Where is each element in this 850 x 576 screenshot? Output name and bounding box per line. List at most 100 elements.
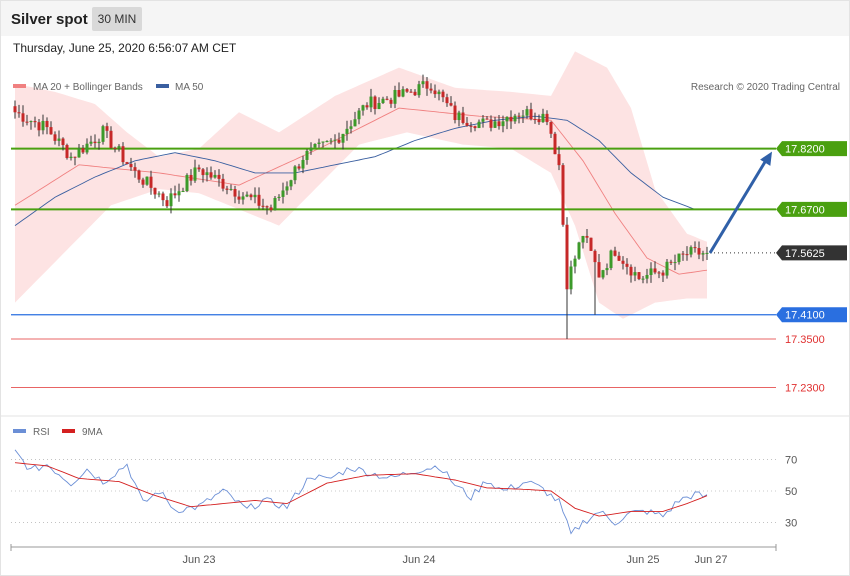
candle-body [433, 90, 437, 95]
rsi-tick-label: 70 [785, 455, 797, 467]
candle-body [113, 147, 117, 149]
candle-body [589, 237, 593, 251]
rsi-line [14, 449, 708, 535]
candle-body [629, 266, 633, 276]
candle-body [573, 258, 577, 267]
candle-body [145, 176, 149, 185]
candle-body [185, 174, 189, 192]
candle-body [385, 98, 389, 100]
candle-body [141, 179, 145, 185]
candle-body [425, 81, 429, 89]
candle-body [177, 191, 181, 196]
candle-body [693, 247, 697, 249]
candle-body [409, 91, 413, 93]
candle-body [653, 268, 657, 273]
candle-body [281, 190, 285, 197]
candle-body [129, 163, 133, 168]
x-tick-label: Jun 23 [182, 554, 215, 566]
candle-body [681, 253, 685, 255]
candle-body [65, 145, 69, 158]
rsi-panel: 70 50 30 [11, 449, 797, 535]
candle-body [437, 91, 441, 95]
candle-body [645, 274, 649, 279]
candle-body [569, 266, 573, 290]
candle-body [221, 178, 225, 189]
candle-body [561, 165, 565, 225]
candle-body [21, 113, 25, 122]
candle-body [445, 97, 449, 104]
candle-body [321, 141, 325, 143]
candle-body [337, 139, 341, 143]
projection-arrow-shaft [708, 157, 769, 254]
candle-body [513, 115, 517, 122]
candle-body [121, 146, 125, 163]
candle-body [81, 148, 85, 153]
candle-body [149, 176, 153, 188]
candle-body [581, 235, 585, 243]
candle-body [517, 115, 521, 117]
candle-body [689, 247, 693, 255]
candle-body [413, 91, 417, 96]
candle-body [261, 205, 265, 207]
candle-body [341, 133, 345, 143]
legend-swatch-ma50 [156, 84, 169, 88]
candle-body [217, 174, 221, 179]
legend-ma20-label: MA 20 + Bollinger Bands [33, 82, 143, 93]
candle-body [313, 143, 317, 148]
candle-body [329, 140, 333, 142]
current-price-tag-label: 17.5625 [785, 248, 825, 260]
level-tag-4-label: 17.2300 [785, 383, 825, 395]
candle-body [293, 166, 297, 181]
level-tag-2-bg [776, 307, 847, 323]
candle-body [465, 122, 469, 126]
candle-body [449, 103, 453, 106]
candle-body [661, 272, 665, 276]
candle-body [705, 252, 709, 254]
candlesticks [13, 74, 709, 340]
candle-body [529, 109, 533, 120]
candle-body [205, 172, 209, 176]
candle-body [361, 105, 365, 111]
candle-body [701, 253, 705, 255]
candle-body [137, 170, 141, 180]
candle-body [109, 130, 113, 148]
candle-body [397, 90, 401, 97]
candle-body [405, 89, 409, 92]
candle-body [477, 121, 481, 129]
candle-body [489, 119, 493, 128]
candle-body [401, 89, 405, 97]
candle-body [85, 143, 89, 153]
candle-body [621, 260, 625, 264]
candle-body [525, 109, 529, 116]
candle-body [125, 162, 129, 164]
candle-body [37, 122, 41, 131]
candle-body [325, 141, 329, 143]
candle-body [181, 191, 185, 193]
candle-body [429, 88, 433, 91]
time-axis: Jun 23 Jun 24 Jun 25 Jun 27 [10, 544, 777, 566]
level-tag-1-label: 17.6700 [785, 204, 825, 216]
candle-body [249, 194, 253, 198]
candle-body [369, 96, 373, 108]
candle-body [637, 272, 641, 280]
candle-body [557, 154, 561, 166]
candle-body [453, 105, 457, 121]
candle-body [545, 113, 549, 123]
candle-body [317, 142, 321, 144]
projection-arrow [708, 151, 772, 254]
current-price-tag-bg [776, 245, 847, 261]
interval-badge[interactable]: 30 MIN [92, 7, 142, 31]
candle-body [225, 188, 229, 190]
candle-body [649, 268, 653, 275]
candle-body [197, 167, 201, 170]
candle-body [553, 133, 557, 155]
ma50-line [14, 115, 707, 226]
candle-body [201, 169, 205, 176]
candle-body [625, 263, 629, 267]
candle-body [153, 187, 157, 195]
candle-body [353, 119, 357, 127]
candle-body [541, 113, 545, 123]
candle-body [277, 196, 281, 199]
candle-body [673, 262, 677, 264]
candle-body [245, 194, 249, 197]
